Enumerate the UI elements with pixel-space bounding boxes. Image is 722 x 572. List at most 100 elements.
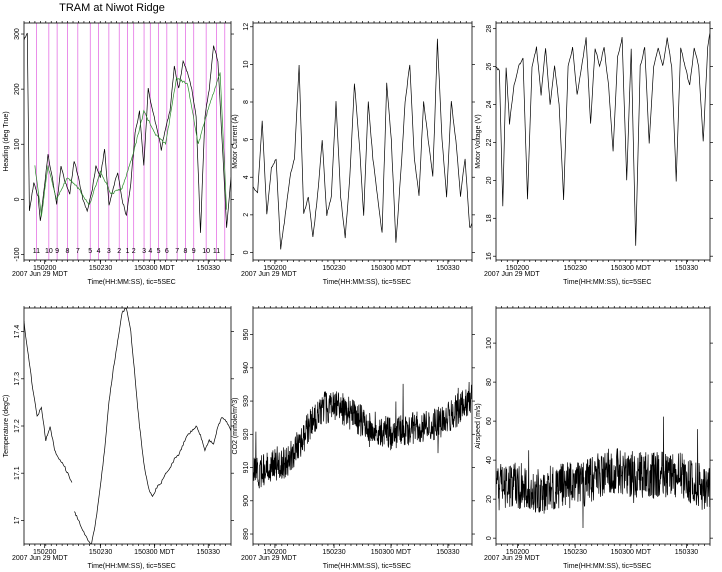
- y-tick-label: 60: [486, 417, 493, 425]
- y-tick-label: 910: [243, 462, 250, 474]
- x-tick-label: 150300 MDT: [611, 549, 652, 556]
- y-tick-label: 18: [486, 214, 493, 222]
- series-line-airspeed-0: [496, 416, 710, 529]
- y-tick-label: 28: [486, 25, 493, 33]
- x-tick-label: 150230: [322, 265, 345, 272]
- x-tick-label: 150300 MDT: [371, 549, 412, 556]
- segment-marker: 3: [107, 248, 111, 255]
- y-axis-label: Motor Current (A): [232, 114, 239, 168]
- x-tick-label: 150200: [506, 549, 529, 556]
- x-axis-label: Time(HH:MM:SS), tic=5SEC: [323, 279, 411, 286]
- segment-marker: 11: [33, 248, 40, 255]
- x-tick-label: 150300 MDT: [371, 265, 412, 272]
- y-tick-label: 26: [486, 63, 493, 71]
- y-tick-label: 920: [243, 428, 250, 440]
- series-line-temperature-1: [73, 308, 231, 544]
- x-tick-label: 150230: [564, 265, 587, 272]
- y-axis-label: Heading (deg True): [3, 111, 10, 171]
- x-axis-label: Time(HH:MM:SS), tic=5SEC: [88, 279, 176, 286]
- y-tick-label: 17.1: [14, 466, 21, 480]
- date-label: 2007 Jun 29 MDT: [12, 271, 68, 278]
- x-tick-label: 150330: [197, 265, 220, 272]
- series-line-temperature-0: [24, 320, 73, 483]
- y-tick-label: 890: [243, 528, 250, 540]
- x-axis-label: Time(HH:MM:SS), tic=5SEC: [88, 563, 176, 570]
- y-tick-label: 8: [243, 100, 250, 104]
- y-tick-label: 0: [14, 197, 21, 201]
- x-tick-label: 150230: [89, 549, 112, 556]
- y-tick-label: -100: [14, 247, 21, 261]
- y-tick-label: 10: [243, 60, 250, 68]
- plot-frame: [252, 22, 473, 261]
- series-line-motor-voltage-0: [496, 32, 710, 246]
- y-tick-label: 930: [243, 395, 250, 407]
- series-line-motor-current-0: [253, 38, 472, 250]
- y-tick-label: 80: [486, 378, 493, 386]
- x-tick-label: 150200: [506, 265, 529, 272]
- date-label: 2007 Jun 29 MDT: [484, 271, 540, 278]
- x-tick-label: 150330: [675, 265, 698, 272]
- x-tick-label: 150330: [436, 265, 459, 272]
- y-tick-label: 24: [486, 101, 493, 109]
- date-label: 2007 Jun 29 MDT: [241, 555, 297, 562]
- plot-frame: [495, 22, 711, 261]
- y-tick-label: 6: [243, 138, 250, 142]
- y-tick-label: 20: [486, 176, 493, 184]
- chart-panel-motor-current: 0 2 4 6 8 10 12 150200 150230 150300 MDT 150330 200…: [232, 21, 475, 286]
- y-tick-label: 20: [486, 495, 493, 503]
- y-axis-label: CO2 (mmole/m^3): [232, 398, 239, 455]
- y-tick-label: 17: [14, 516, 21, 524]
- chart-panel-temperature: 17 17.1 17.2 17.3 17.4 150200 150230 150300 MDT…: [3, 306, 234, 570]
- segment-marker: 3: [142, 248, 146, 255]
- y-tick-label: 2: [243, 213, 250, 217]
- y-tick-label: 12: [243, 23, 250, 31]
- segment-marker: 2: [132, 248, 136, 255]
- segment-marker: 4: [148, 248, 152, 255]
- x-axis-label: Time(HH:MM:SS), tic=5SEC: [563, 279, 651, 286]
- segment-marker: 8: [184, 248, 188, 255]
- segment-marker: 10: [202, 248, 210, 255]
- chart-panel-motor-voltage: 16 18 20 22 24 26 28 150200 150230 150300 MDT 1503…: [475, 21, 713, 286]
- y-tick-label: 100: [486, 337, 493, 349]
- x-tick-label: 150200: [33, 549, 56, 556]
- segment-marker: 11: [213, 248, 220, 255]
- segment-marker: 8: [66, 248, 70, 255]
- x-axis-label: Time(HH:MM:SS), tic=5SEC: [323, 563, 411, 570]
- page-title: TRAM at Niwot Ridge: [59, 2, 165, 14]
- y-tick-label: 17.3: [14, 372, 21, 386]
- y-tick-label: 4: [243, 175, 250, 179]
- y-tick-label: 22: [486, 138, 493, 146]
- chart-panel-co2: 890 900 910 920 930 940 950 150200 150230 150300 …: [232, 306, 475, 570]
- segment-marker: 7: [175, 248, 179, 255]
- x-tick-label: 150230: [89, 265, 112, 272]
- segment-marker: 4: [97, 248, 101, 255]
- x-tick-label: 150200: [263, 265, 286, 272]
- segment-marker: 9: [55, 248, 59, 255]
- x-tick-label: 150330: [436, 549, 459, 556]
- y-tick-label: 16: [486, 252, 493, 260]
- x-tick-label: 150300 MDT: [611, 265, 652, 272]
- y-tick-label: 0: [243, 250, 250, 254]
- segment-marker: 2: [117, 248, 121, 255]
- x-tick-label: 150200: [263, 549, 286, 556]
- y-axis-label: Airspeed (m/s): [475, 403, 482, 449]
- x-tick-label: 150330: [675, 549, 698, 556]
- y-tick-label: 40: [486, 456, 493, 464]
- date-label: 2007 Jun 29 MDT: [12, 555, 68, 562]
- series-line-co2-0: [253, 381, 472, 489]
- plot-frame: [23, 307, 232, 545]
- x-tick-label: 150330: [197, 549, 220, 556]
- chart-panel-airspeed: 0 20 40 60 80 100 150200 150230 150300 MDT 150330…: [475, 306, 713, 570]
- series-line-heading-1: [34, 72, 227, 217]
- y-tick-label: 950: [243, 329, 250, 341]
- segment-marker: 7: [76, 248, 80, 255]
- y-tick-label: 200: [14, 83, 21, 95]
- y-tick-label: 100: [14, 138, 21, 150]
- x-tick-label: 150230: [564, 549, 587, 556]
- x-tick-label: 150300 MDT: [134, 549, 175, 556]
- segment-marker: 9: [192, 248, 196, 255]
- segment-marker: 6: [165, 248, 169, 255]
- segment-marker: 5: [157, 248, 161, 255]
- y-axis-label: Motor Voltage (V): [475, 114, 482, 168]
